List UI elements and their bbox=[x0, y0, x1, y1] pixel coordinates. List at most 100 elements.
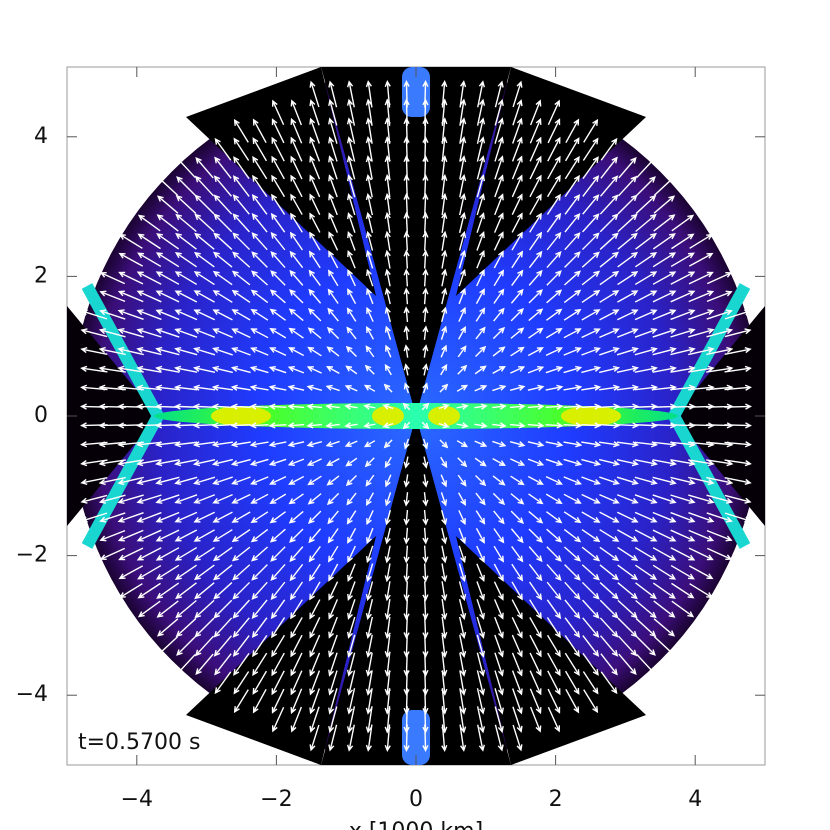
velocity-arrow bbox=[529, 117, 542, 144]
velocity-arrow bbox=[384, 509, 392, 526]
velocity-arrow bbox=[269, 528, 286, 543]
velocity-arrow bbox=[365, 652, 373, 677]
velocity-arrow bbox=[528, 327, 544, 339]
velocity-arrow bbox=[213, 599, 233, 619]
velocity-arrow bbox=[528, 581, 543, 601]
velocity-arrow bbox=[231, 493, 251, 504]
velocity-arrow bbox=[176, 653, 196, 675]
velocity-arrow bbox=[327, 288, 339, 304]
velocity-arrow bbox=[616, 459, 640, 467]
velocity-arrow bbox=[441, 230, 448, 251]
velocity-arrow bbox=[636, 653, 656, 675]
velocity-arrow bbox=[439, 383, 449, 393]
velocity-arrow bbox=[384, 363, 392, 376]
velocity-arrow bbox=[563, 403, 583, 410]
y-tick-label: 2 bbox=[34, 263, 48, 288]
velocity-arrow bbox=[212, 270, 233, 286]
velocity-arrow bbox=[476, 652, 486, 677]
velocity-arrow bbox=[80, 347, 108, 355]
velocity-arrow bbox=[136, 476, 162, 486]
velocity-arrow bbox=[328, 563, 339, 582]
velocity-arrow bbox=[688, 547, 714, 561]
velocity-arrow bbox=[600, 671, 618, 695]
velocity-arrow bbox=[493, 269, 505, 287]
velocity-arrow bbox=[476, 599, 485, 620]
velocity-arrow bbox=[547, 99, 561, 126]
velocity-arrow bbox=[688, 459, 715, 467]
velocity-arrow bbox=[494, 174, 504, 198]
velocity-arrow bbox=[635, 564, 658, 580]
velocity-arrow bbox=[511, 670, 523, 696]
velocity-arrow bbox=[136, 384, 162, 391]
velocity-arrow bbox=[118, 565, 144, 580]
velocity-arrow bbox=[617, 213, 638, 233]
velocity-arrow bbox=[634, 403, 659, 410]
velocity-arrow bbox=[269, 476, 287, 485]
velocity-arrow bbox=[327, 545, 339, 563]
velocity-arrow bbox=[174, 476, 198, 486]
velocity-arrow bbox=[581, 511, 601, 523]
velocity-arrow bbox=[459, 724, 467, 752]
velocity-arrow bbox=[346, 652, 356, 677]
velocity-arrow bbox=[173, 384, 198, 391]
velocity-arrow bbox=[328, 117, 338, 144]
velocity-arrow bbox=[510, 308, 524, 322]
velocity-arrow bbox=[194, 194, 215, 215]
velocity-arrow bbox=[385, 344, 392, 358]
velocity-arrow bbox=[384, 325, 392, 340]
velocity-arrow bbox=[117, 290, 144, 303]
y-tick-label: −2 bbox=[16, 543, 48, 568]
velocity-arrow bbox=[288, 510, 304, 524]
velocity-arrow bbox=[689, 583, 714, 599]
velocity-arrow bbox=[440, 509, 448, 526]
velocity-arrow bbox=[582, 635, 600, 657]
velocity-arrow bbox=[652, 564, 677, 580]
velocity-arrow bbox=[136, 365, 162, 373]
velocity-arrow bbox=[118, 271, 144, 285]
velocity-arrow bbox=[250, 289, 269, 304]
velocity-arrow bbox=[173, 422, 198, 429]
velocity-arrow bbox=[527, 458, 545, 466]
velocity-arrow bbox=[581, 493, 601, 504]
velocity-arrow bbox=[459, 616, 467, 640]
velocity-arrow bbox=[194, 599, 215, 619]
velocity-arrow bbox=[670, 529, 696, 542]
velocity-arrow bbox=[510, 327, 525, 339]
velocity-arrow bbox=[193, 564, 215, 581]
velocity-arrow bbox=[582, 194, 600, 215]
velocity-arrow bbox=[271, 118, 285, 144]
velocity-arrow bbox=[308, 288, 322, 304]
velocity-arrow bbox=[616, 441, 640, 448]
velocity-arrow bbox=[652, 476, 677, 486]
velocity-arrow bbox=[306, 403, 323, 410]
velocity-arrow bbox=[529, 599, 542, 620]
velocity-arrow bbox=[99, 512, 126, 523]
velocity-arrow bbox=[384, 249, 391, 269]
velocity-arrow bbox=[270, 212, 286, 233]
velocity-arrow bbox=[617, 251, 639, 268]
velocity-arrow bbox=[155, 547, 180, 561]
velocity-arrow bbox=[252, 670, 268, 695]
velocity-arrow bbox=[98, 494, 126, 504]
velocity-arrow bbox=[422, 581, 429, 602]
velocity-arrow bbox=[232, 635, 250, 657]
velocity-arrow bbox=[137, 600, 161, 618]
velocity-arrow bbox=[581, 347, 601, 356]
velocity-arrow bbox=[616, 511, 639, 523]
velocity-arrow bbox=[365, 563, 374, 583]
velocity-arrow bbox=[232, 194, 250, 215]
velocity-arrow bbox=[328, 706, 338, 734]
velocity-arrow bbox=[328, 212, 339, 233]
velocity-arrow bbox=[724, 512, 752, 523]
velocity-arrow bbox=[635, 194, 657, 215]
velocity-arrow bbox=[493, 510, 505, 525]
velocity-arrow bbox=[527, 384, 545, 391]
velocity-arrow bbox=[563, 308, 582, 321]
velocity-arrow bbox=[492, 365, 507, 375]
velocity-arrow bbox=[476, 155, 486, 180]
velocity-arrow bbox=[477, 80, 485, 108]
velocity-arrow bbox=[307, 327, 322, 339]
velocity-arrow bbox=[363, 384, 376, 392]
velocity-arrow bbox=[441, 211, 448, 233]
velocity-arrow bbox=[706, 459, 734, 467]
